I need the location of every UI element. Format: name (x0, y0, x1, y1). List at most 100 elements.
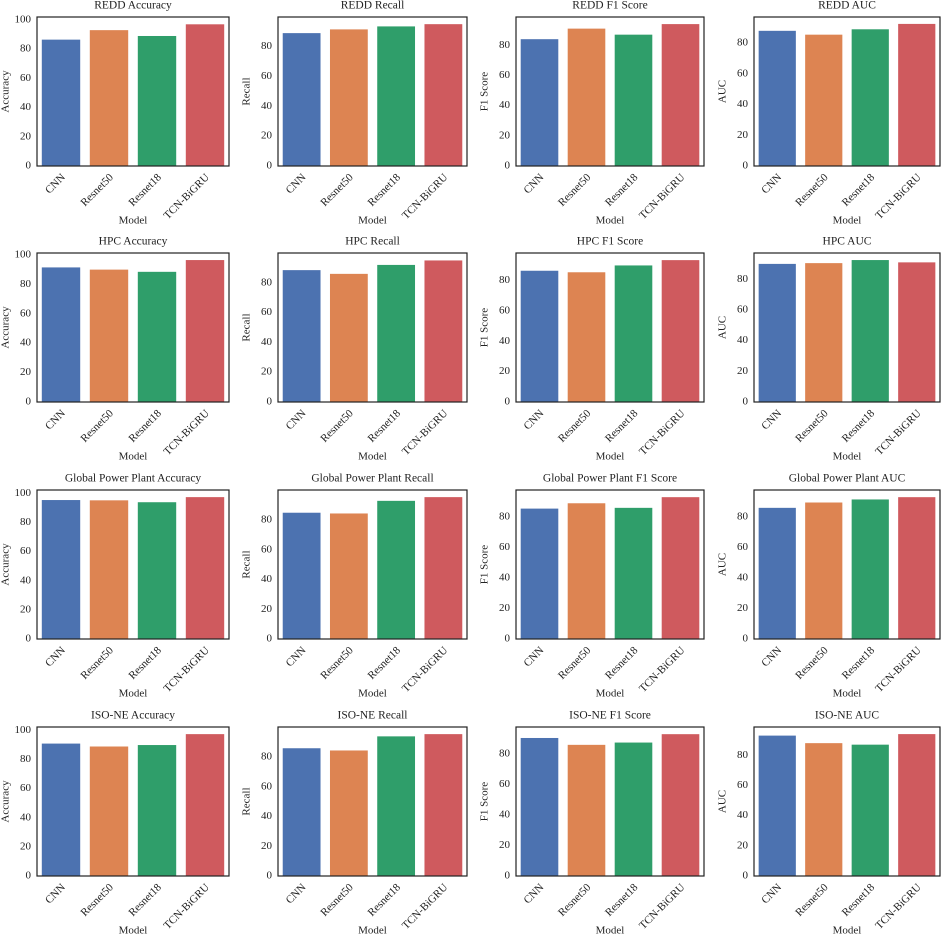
bar (567, 744, 606, 876)
bar (282, 33, 321, 166)
x-tick-label: TCN-BiGRU (400, 644, 450, 694)
y-tick-label: 60 (499, 541, 511, 553)
y-tick-label: 0 (267, 633, 273, 645)
y-axis-label: Recall (241, 77, 253, 105)
y-tick-label: 20 (261, 366, 273, 378)
x-tick-label: Resnet50 (556, 881, 594, 919)
y-tick-label: 80 (20, 278, 32, 290)
y-tick-label: 80 (261, 514, 273, 526)
x-axis-label: Model (833, 925, 862, 937)
x-tick-label: Resnet50 (556, 407, 594, 445)
bar (520, 737, 559, 876)
bar (898, 497, 936, 639)
y-tick-label: 80 (737, 511, 749, 523)
bar (424, 734, 463, 876)
chart-title: REDD Accuracy (94, 0, 172, 12)
bar (41, 500, 81, 639)
y-tick-label: 40 (499, 572, 511, 584)
x-tick-label: CNN (43, 644, 68, 669)
y-tick-label: 60 (499, 778, 511, 790)
x-tick-label: Resnet18 (840, 644, 878, 682)
y-axis-label: Recall (241, 550, 253, 578)
x-axis-label: Model (833, 215, 862, 227)
y-tick-label: 0 (743, 160, 749, 172)
axes-frame (36, 726, 230, 877)
y-tick-label: 40 (20, 101, 32, 113)
bar (567, 272, 606, 402)
axes-frame (515, 16, 705, 167)
bar (758, 30, 796, 167)
axes-frame (515, 726, 705, 877)
x-tick-label: Resnet50 (78, 644, 116, 682)
y-tick-label: 100 (15, 248, 32, 260)
bar (424, 24, 463, 166)
bar (614, 742, 653, 876)
y-tick-label: 0 (267, 396, 273, 408)
bar (137, 271, 177, 402)
bar (41, 39, 81, 166)
axes-frame (277, 726, 468, 877)
y-tick-label: 60 (261, 543, 273, 555)
x-tick-label: TCN-BiGRU (637, 171, 687, 221)
x-tick-label: CNN (521, 881, 546, 906)
y-tick-label: 0 (743, 870, 749, 882)
axes-frame (277, 489, 468, 640)
x-tick-label: TCN-BiGRU (162, 644, 212, 694)
y-tick-label: 40 (499, 335, 511, 347)
x-tick-label: Resnet50 (556, 644, 594, 682)
y-tick-label: 0 (505, 633, 511, 645)
y-axis-label: Recall (241, 313, 253, 341)
y-tick-label: 80 (499, 274, 511, 286)
x-tick-label: Resnet50 (318, 407, 356, 445)
axes-frame (36, 252, 230, 403)
y-axis-label: Recall (241, 787, 253, 815)
chart-title: ISO-NE F1 Score (569, 710, 651, 722)
axes-frame (36, 489, 230, 640)
axes-frame (36, 16, 230, 167)
y-axis-label: F1 Score (479, 72, 491, 112)
x-tick-label: TCN-BiGRU (400, 407, 450, 457)
x-tick-label: TCN-BiGRU (873, 644, 923, 694)
bar (661, 24, 700, 166)
x-tick-label: CNN (521, 407, 546, 432)
y-tick-label: 80 (499, 39, 511, 51)
x-tick-label: Resnet50 (556, 171, 594, 209)
y-tick-label: 0 (505, 160, 511, 172)
bar (520, 508, 559, 639)
x-tick-label: TCN-BiGRU (873, 881, 923, 931)
y-axis-label: Accuracy (0, 780, 12, 823)
bar (137, 35, 177, 166)
bar (377, 26, 416, 167)
x-tick-label: Resnet18 (603, 881, 641, 919)
y-tick-label: 40 (261, 336, 273, 348)
x-tick-label: Resnet18 (603, 171, 641, 209)
x-tick-label: Resnet18 (603, 644, 641, 682)
bar (614, 34, 653, 166)
bar (41, 267, 81, 402)
y-tick-label: 40 (20, 811, 32, 823)
axes-frame (277, 252, 468, 403)
bar (424, 497, 463, 639)
y-tick-label: 0 (26, 396, 32, 408)
bar (377, 500, 416, 639)
axes-frame (753, 16, 941, 167)
bar (758, 263, 796, 402)
chart-title: Global Power Plant Recall (311, 473, 433, 485)
y-tick-label: 20 (20, 130, 32, 142)
y-tick-label: 60 (499, 304, 511, 316)
y-axis-label: F1 Score (479, 545, 491, 585)
y-tick-label: 100 (15, 487, 32, 499)
y-tick-label: 80 (499, 748, 511, 760)
y-tick-label: 60 (20, 307, 32, 319)
y-tick-label: 80 (261, 276, 273, 288)
y-tick-label: 0 (505, 396, 511, 408)
y-tick-label: 80 (737, 273, 749, 285)
y-tick-label: 60 (20, 72, 32, 84)
y-tick-label: 0 (505, 870, 511, 882)
chart-title: HPC F1 Score (577, 236, 643, 248)
bar (805, 743, 843, 876)
axes-frame (515, 252, 705, 403)
x-tick-label: TCN-BiGRU (873, 407, 923, 457)
y-axis-label: AUC (717, 80, 729, 103)
